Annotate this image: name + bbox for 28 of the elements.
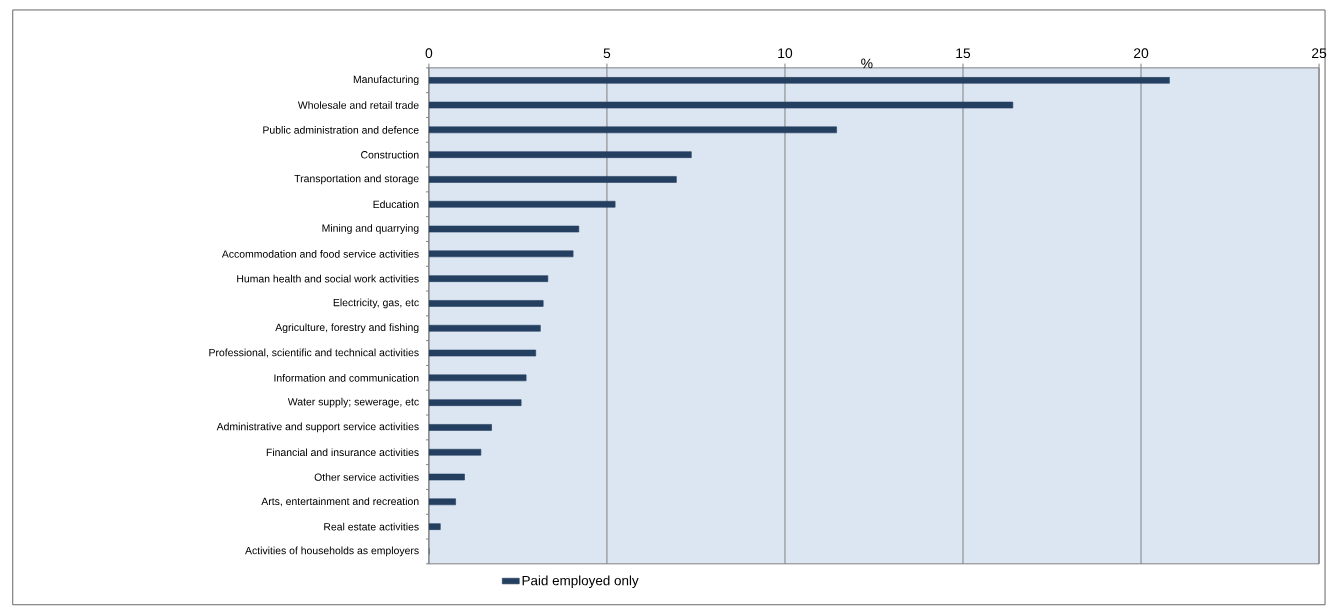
y-tick-label: Information and communication (274, 374, 419, 382)
y-tick-label: Construction (361, 150, 419, 159)
x-tick-label: 20 (1133, 48, 1149, 59)
y-tick-label: Public administration and defence (263, 126, 419, 134)
x-tick-label: 10 (778, 48, 793, 59)
y-tick-label: Electricity, gas, etc (333, 298, 419, 309)
x-tick-label: 25 (1312, 48, 1327, 59)
y-tick-label: Manufacturing (353, 75, 419, 86)
y-tick-label: Agriculture, forestry and fishing (275, 323, 419, 334)
x-tick-label: 5 (603, 48, 611, 59)
y-tick-label: Education (373, 200, 419, 209)
y-tick-label: Water supply; sewerage, etc (287, 397, 419, 408)
y-tick-label: Accommodation and food service activities (221, 250, 419, 258)
y-tick-label: Mining and quarrying (322, 224, 419, 235)
x-tick-label: 15 (956, 48, 971, 59)
y-tick-label: Transportation and storage (294, 174, 419, 185)
y-tick-label: Activities of households as employers (245, 546, 419, 557)
y-tick-label: Human health and social work activities (237, 274, 419, 283)
y-tick-label: Financial and insurance activities (266, 448, 419, 457)
y-tick-label: Administrative and support service activities (216, 422, 419, 433)
y-tick-label: Real estate activities (324, 522, 419, 531)
x-axis-title: % (861, 58, 873, 69)
x-tick-label: 0 (425, 48, 433, 59)
y-tick-label: Professional, scientific and technical activities (209, 348, 419, 358)
legend-label: Paid employed only (522, 575, 639, 589)
y-tick-label: Arts, entertainment and recreation (261, 497, 419, 507)
y-tick-label: Wholesale and retail trade (297, 101, 419, 110)
y-tick-label: Other service activities (314, 473, 419, 482)
